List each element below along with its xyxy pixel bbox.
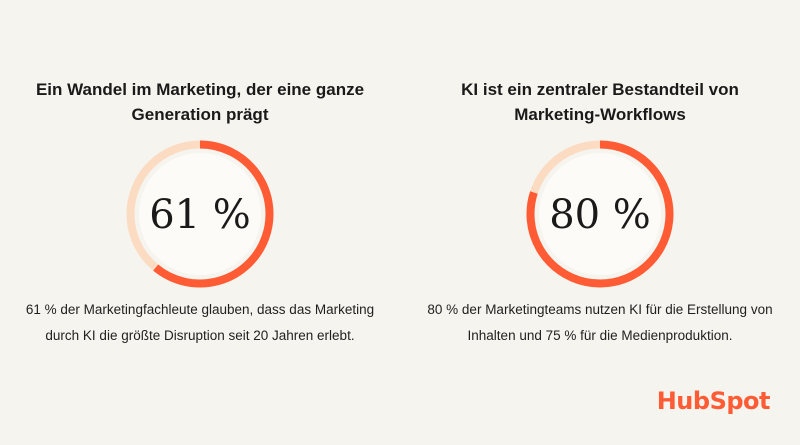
donut-inner-1	[139, 153, 261, 275]
donut-inner-2	[539, 153, 661, 275]
chart-caption-1: 61 % der Marketingfachleute glauben, das…	[25, 302, 375, 343]
chart-title-2: KI ist ein zentraler Bestandteil von Mar…	[461, 80, 739, 124]
hubspot-logo: HubSpot	[656, 387, 771, 415]
donut-value-arc-2	[526, 140, 674, 288]
donut-svg-2: 80 %	[526, 140, 674, 288]
value-label-1: 61 %	[149, 192, 251, 238]
chart-panel-1: Ein Wandel im Marketing, der eine ganze …	[25, 80, 375, 343]
donut-svg-1: 61 %	[126, 140, 274, 288]
donut-value-arc-1	[153, 140, 274, 288]
donut-gauge-1: 61 %	[123, 137, 277, 291]
chart-title-1: Ein Wandel im Marketing, der eine ganze …	[35, 80, 365, 124]
chart-panel-2: KI ist ein zentraler Bestandteil von Mar…	[400, 0, 800, 445]
chart-caption-2: 80 % der Marketingteams nutzen KI für di…	[427, 302, 773, 343]
donut-gauge-2: 80 %	[523, 137, 677, 291]
value-label-2: 80 %	[549, 192, 651, 238]
